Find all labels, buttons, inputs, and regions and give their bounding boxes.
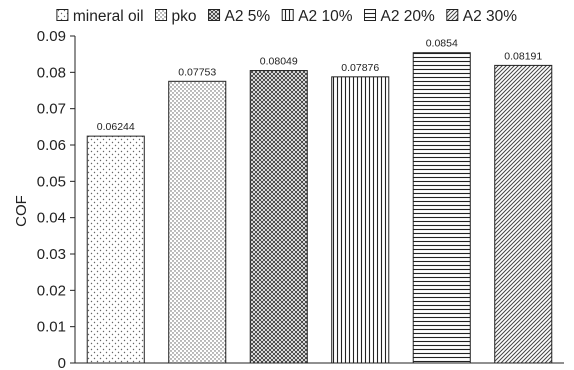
y-tick-label: 0.08 [37,64,66,81]
y-tick-label: 0.04 [37,210,66,227]
legend: mineral oil pko A2 5% A2 10% A2 20% A2 30% [56,8,518,25]
legend-label: pko [172,8,197,25]
bars [86,52,553,364]
y-tick-label: 0.01 [37,319,66,336]
y-tick-label: 0.07 [37,101,66,118]
y-tick-label: 0.09 [37,28,66,45]
y-tick-label: 0 [58,355,66,370]
data-label: 0.08191 [504,50,542,62]
bar-a2-20 [412,52,471,364]
legend-swatch [281,9,294,21]
bar-a2-5 [249,70,308,364]
legend-item: A2 20% [364,8,436,25]
legend-item: pko [155,8,197,25]
y-tick-label: 0.06 [37,137,66,154]
bar-mineral-oil [86,135,145,364]
legend-swatch [446,9,459,21]
legend-item: A2 5% [208,8,271,25]
data-label: 0.06244 [97,121,135,133]
y-tick-label: 0.05 [37,173,66,190]
y-axis: 0 0.01 0.02 0.03 0.04 0.05 0.06 0.07 0.08 0.09 [37,28,564,370]
legend-label: A2 5% [225,8,271,25]
bar-a2-10 [331,76,390,364]
legend-swatch [208,9,221,21]
data-label: 0.07753 [178,66,216,78]
legend-label: mineral oil [73,8,144,25]
legend-item: A2 10% [281,8,353,25]
legend-label: A2 10% [298,8,353,25]
legend-swatch [364,9,377,21]
y-tick-label: 0.02 [37,282,66,299]
data-label: 0.0854 [426,38,458,50]
plot-area: 0 0.01 0.02 0.03 0.04 0.05 0.06 0.07 0.08 0.09 0.… [37,28,564,370]
legend-label: A2 20% [381,8,436,25]
legend-item: A2 30% [446,8,518,25]
legend-swatch [155,9,168,21]
legend-label: A2 30% [463,8,518,25]
legend-item: mineral oil [56,8,144,25]
bar-a2-30 [494,64,553,364]
bar-pko [168,80,227,364]
y-tick-label: 0.03 [37,246,66,263]
legend-swatch [56,9,69,21]
y-axis-label: COF [13,195,30,227]
data-label: 0.08049 [260,56,298,68]
data-labels: 0.06244 0.07753 0.08049 0.07876 0.0854 0.0819… [97,38,543,133]
data-label: 0.07876 [341,62,379,74]
